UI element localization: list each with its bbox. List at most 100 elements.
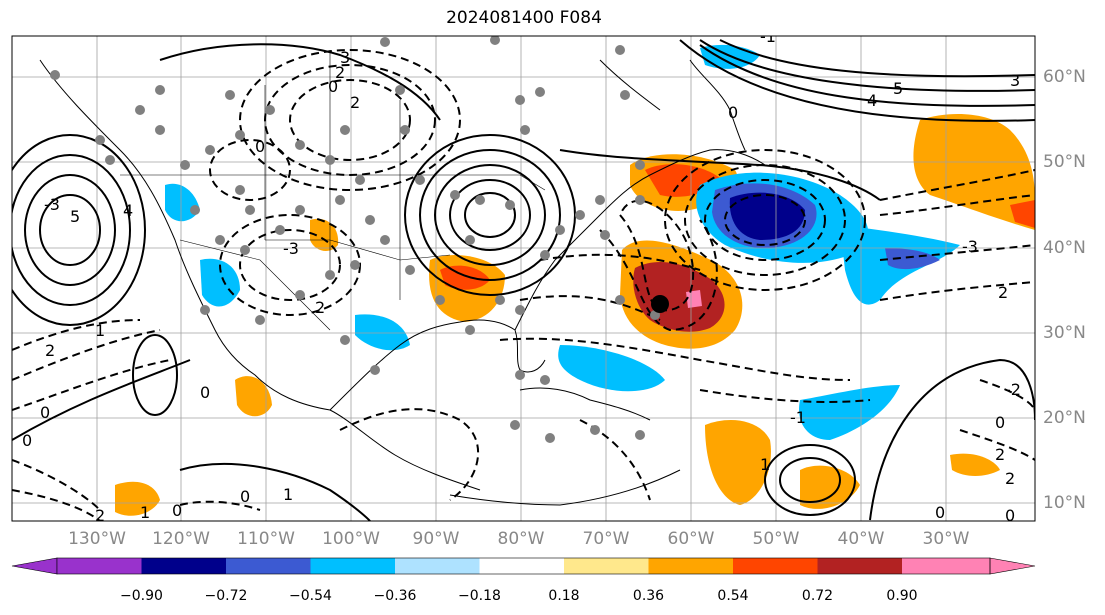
colorbar-tick-label: 0.36 xyxy=(632,588,665,604)
negative-anomaly-region-east-core xyxy=(885,248,940,270)
colorbar-segment xyxy=(479,558,564,574)
plot-title: 2024081400 F084 xyxy=(446,8,602,28)
lat-label: 60°N xyxy=(1043,67,1086,87)
contour-labels: 3 2 0 2 -3 0 2 4 5 -3 5 4 3 0 -3 2 2 1 0… xyxy=(22,27,1021,525)
map-frame xyxy=(11,35,1036,522)
colorbar-segment xyxy=(733,558,818,574)
graticule xyxy=(12,36,1035,521)
positive-anomaly-region-ne xyxy=(913,114,1035,230)
positive-anomaly-region-south-2 xyxy=(800,465,860,509)
negative-anomaly-region-gulf xyxy=(355,314,410,351)
contour-label: -1 xyxy=(760,27,776,46)
hurricane-marker xyxy=(651,295,669,313)
lat-label: 30°N xyxy=(1043,323,1086,343)
negative-anomaly-region-west-2 xyxy=(200,258,240,307)
contour-label: 0 xyxy=(240,487,250,506)
strong-negative-anomaly-region xyxy=(729,192,805,240)
contour-label: 1 xyxy=(283,485,293,504)
contour-label: 3 xyxy=(1010,71,1020,90)
contour-label: 4 xyxy=(123,201,133,220)
negative-anomaly-region-south xyxy=(799,385,900,440)
lon-label: 60°W xyxy=(667,529,715,549)
contour-label: 0 xyxy=(40,403,50,422)
contour-label: 2 xyxy=(95,506,105,525)
positive-anomaly-region-ne-core xyxy=(1010,200,1035,228)
colorbar-tick-label: 0.90 xyxy=(886,588,918,604)
lon-label: 100°W xyxy=(322,529,380,549)
colorbar-segment xyxy=(141,558,226,574)
colorbar-tick-label: 0.72 xyxy=(801,588,834,604)
contour-label: 0 xyxy=(22,431,32,450)
lon-label: 80°W xyxy=(497,529,545,549)
lon-label: 130°W xyxy=(68,529,126,549)
lon-label: 30°W xyxy=(922,529,970,549)
colorbar-tick-label: −0.36 xyxy=(373,588,417,604)
contour-label: 2 xyxy=(335,63,345,82)
contour-label: 2 xyxy=(350,93,360,112)
extreme-positive-anomaly-region xyxy=(686,290,702,308)
contour-label: 2 xyxy=(45,341,55,360)
colorbar-segment xyxy=(226,558,311,574)
negative-anomaly-region-atl xyxy=(558,345,665,392)
contour-label: 5 xyxy=(893,79,903,98)
lon-label: 40°W xyxy=(837,529,885,549)
colorbar-tick-label: −0.18 xyxy=(458,588,501,604)
positive-anomaly-region-gulf-core xyxy=(440,265,490,290)
positive-anomaly-region-far-se xyxy=(950,453,1000,476)
contour-label: 4 xyxy=(867,91,877,110)
contour-label: 0 xyxy=(935,503,945,522)
contour-label: -2 xyxy=(1005,380,1021,399)
contour-label: 2 xyxy=(995,445,1005,464)
contour-label: 2 xyxy=(998,283,1008,302)
positive-anomaly-region-mexico xyxy=(235,376,272,417)
contour-label: -1 xyxy=(790,408,806,427)
contour-label: 1 xyxy=(140,503,150,522)
contour-label: 2 xyxy=(315,298,325,317)
colorbar-tick-label: 0.54 xyxy=(717,588,749,604)
colorbar-segment xyxy=(395,558,480,574)
lat-label: 50°N xyxy=(1043,152,1086,172)
lon-label: 50°W xyxy=(752,529,800,549)
contour-label: -3 xyxy=(283,239,299,258)
lat-label: 20°N xyxy=(1043,408,1086,428)
shaded-anomaly-fields xyxy=(115,44,1035,516)
contour-label: 0 xyxy=(995,413,1005,432)
colorbar-segment xyxy=(648,558,733,574)
observation-points xyxy=(50,36,660,443)
colorbar-tick-label: −0.90 xyxy=(120,588,163,604)
colorbar-extend-low xyxy=(11,557,58,575)
contour-label: 0 xyxy=(172,501,182,520)
contour-label: 0 xyxy=(1005,506,1015,525)
contour-label: -3 xyxy=(962,237,978,256)
colorbar-tick-label: 0.18 xyxy=(548,588,580,604)
lon-label: 70°W xyxy=(582,529,630,549)
colorbar-segment xyxy=(902,558,990,574)
colorbar-segment xyxy=(564,558,649,574)
contour-label: 0 xyxy=(200,383,210,402)
colorbar-tick-label: −0.72 xyxy=(204,588,248,604)
contour-label: 2 xyxy=(1005,469,1015,488)
lon-label: 90°W xyxy=(412,529,460,549)
colorbar-segment xyxy=(310,558,395,574)
contour-label: 0 xyxy=(728,103,738,122)
colorbar xyxy=(11,557,1036,575)
contour-label: 5 xyxy=(70,207,80,226)
lat-label: 10°N xyxy=(1043,493,1086,513)
lon-label: 120°W xyxy=(152,529,210,549)
contour-label: 1 xyxy=(760,455,770,474)
contour-label: 0 xyxy=(255,137,265,156)
positive-contours xyxy=(12,39,1035,521)
positive-anomaly-region-pacific xyxy=(115,481,160,516)
contour-label: 0 xyxy=(328,77,338,96)
positive-anomaly-region-texas xyxy=(310,218,339,252)
lat-label: 40°N xyxy=(1043,238,1086,258)
contour-label: 3 xyxy=(340,48,350,67)
colorbar-tick-label: −0.54 xyxy=(289,588,332,604)
contour-label: -3 xyxy=(44,195,60,214)
colorbar-segment xyxy=(817,558,902,574)
positive-anomaly-region-south xyxy=(705,420,771,505)
lon-label: 110°W xyxy=(237,529,295,549)
contour-label: 1 xyxy=(95,321,105,340)
colorbar-extend-high xyxy=(989,557,1036,575)
